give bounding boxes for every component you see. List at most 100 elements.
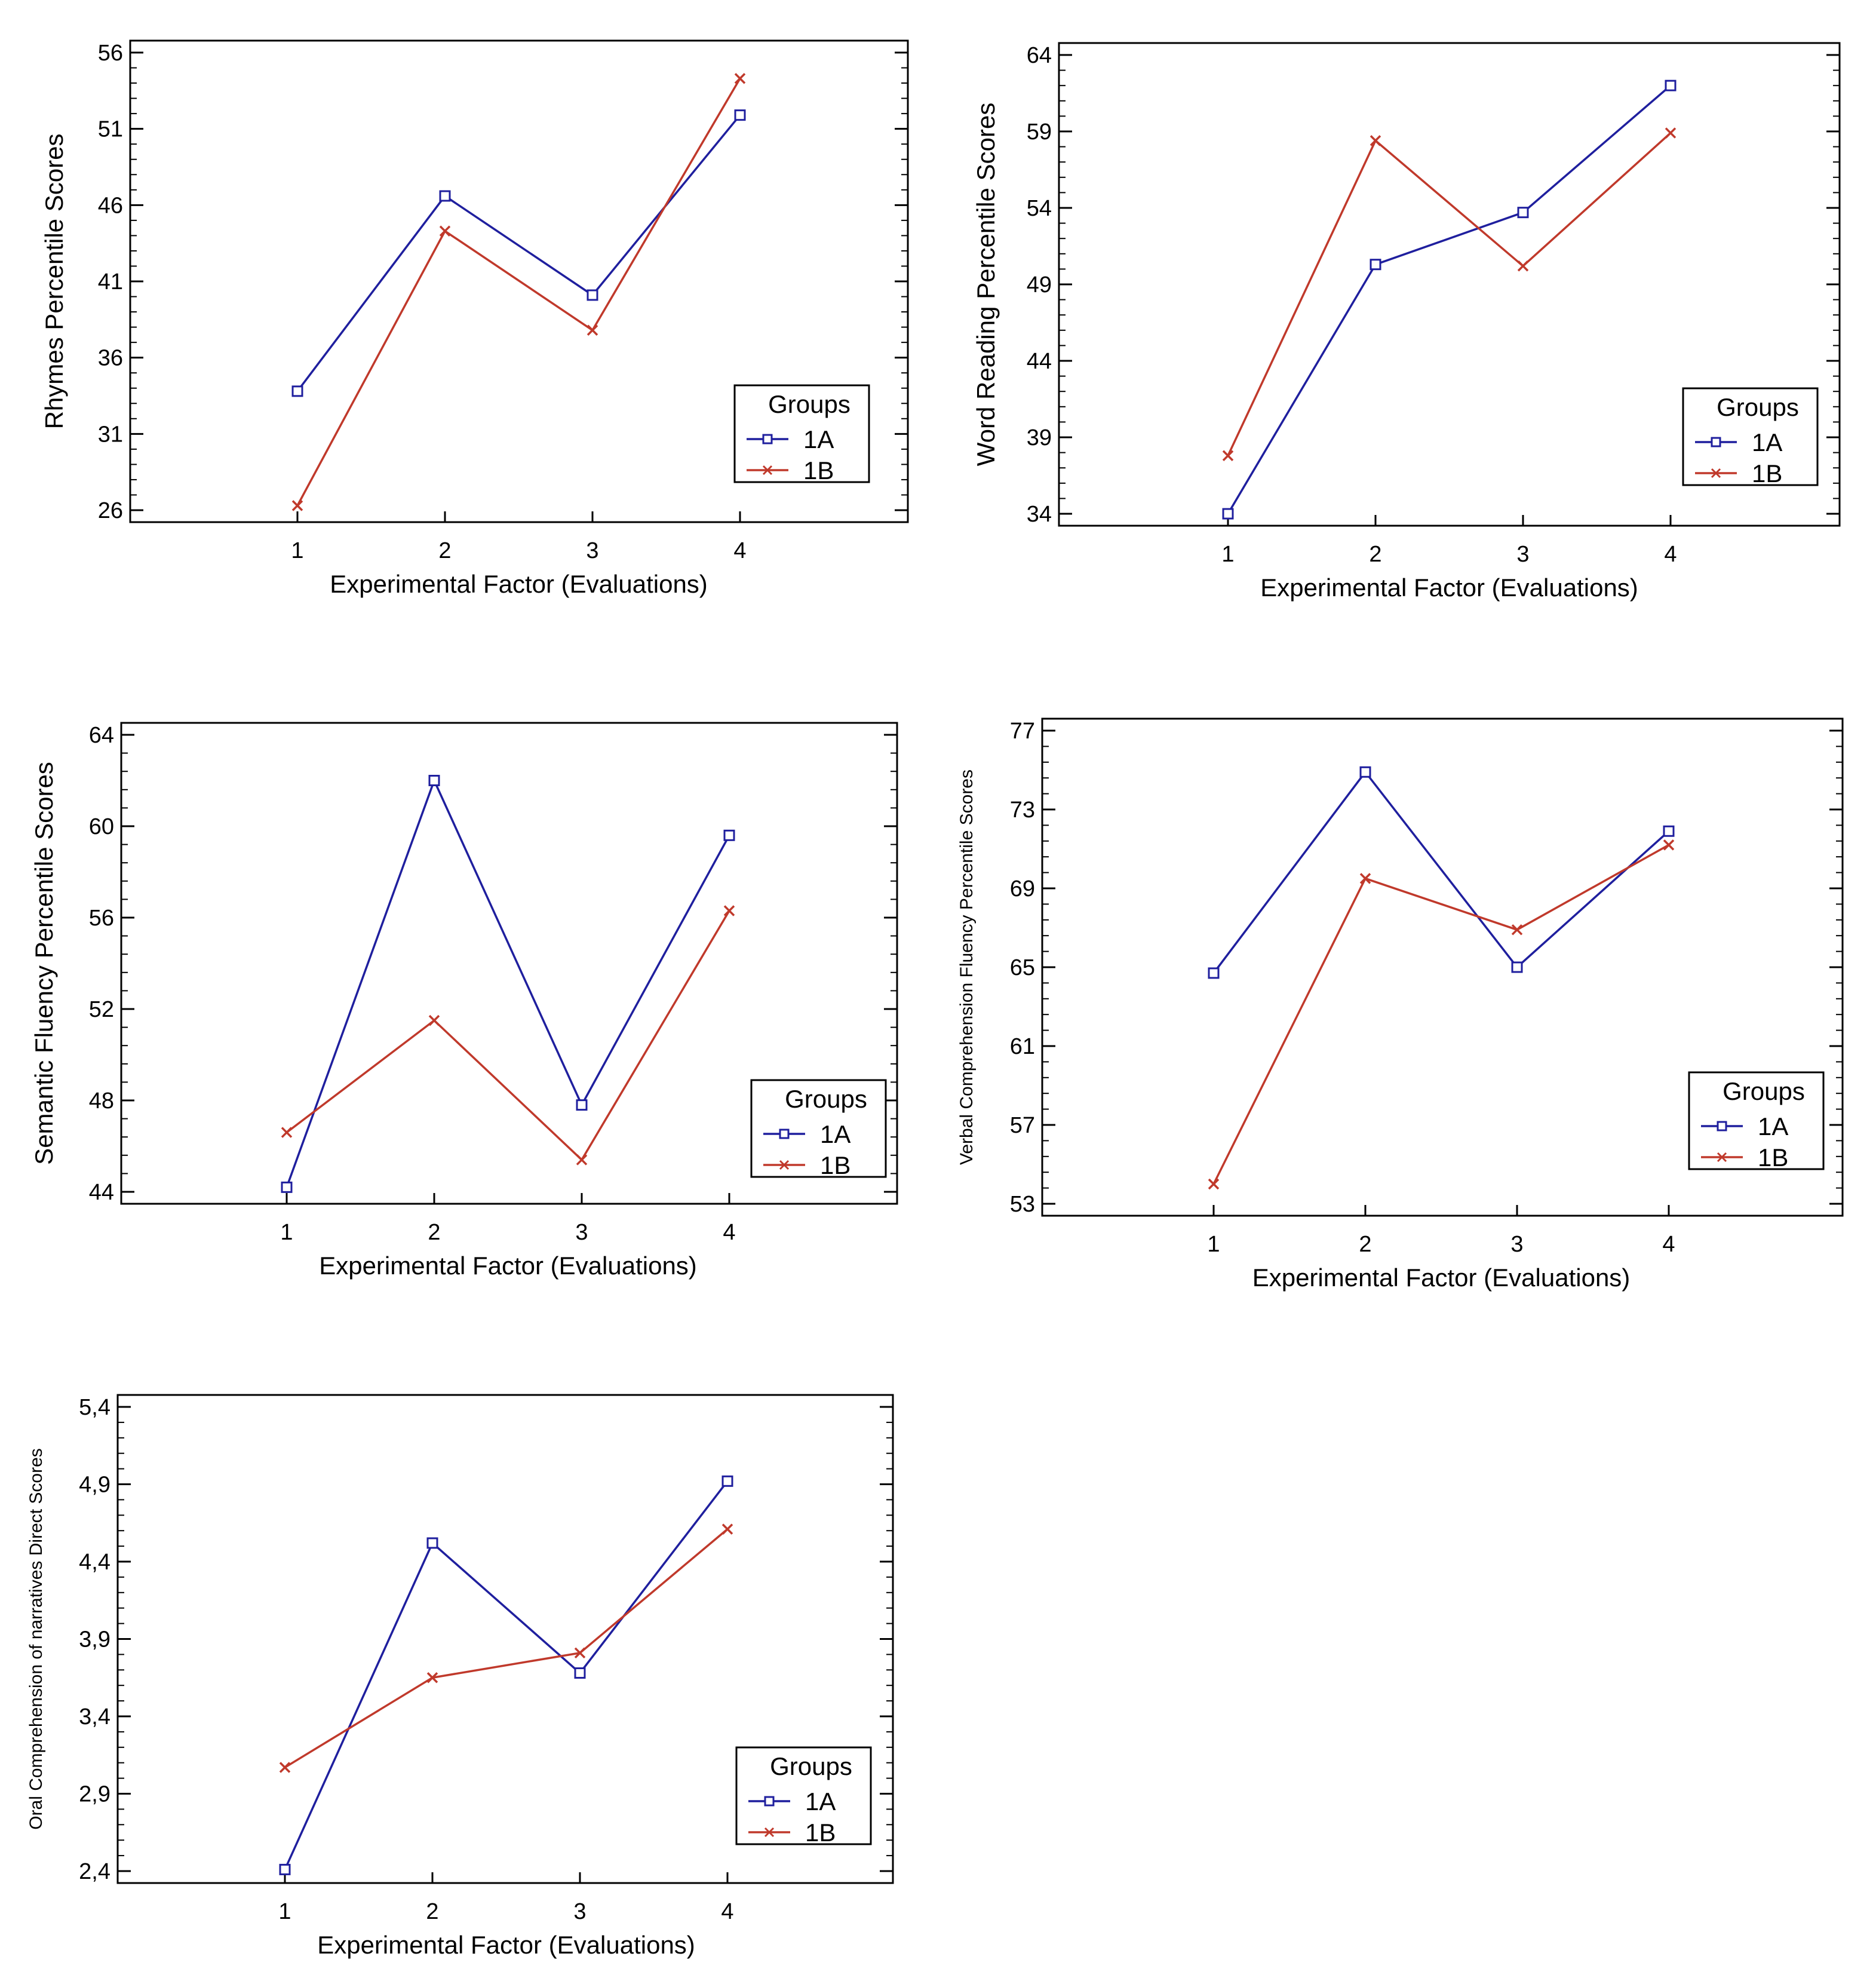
series-1b: [291, 73, 746, 511]
y-tick-label: 61: [1010, 1034, 1035, 1059]
y-tick-label: 44: [1027, 349, 1052, 374]
legend-entry-1b: 1B: [747, 456, 834, 484]
y-axis-label: Oral Comprehension of narratives Direct …: [26, 1448, 46, 1830]
data-point-x: [734, 73, 746, 84]
data-point-square: [1665, 79, 1677, 91]
data-point-square: [574, 1667, 586, 1679]
legend: Groups 1A 1B: [735, 1746, 872, 1847]
legend-entry-1a: 1A: [1695, 428, 1782, 456]
x-axis-label: Experimental Factor (Evaluations): [317, 1931, 695, 1959]
legend-title: Groups: [1717, 393, 1799, 421]
legend-label: 1B: [803, 456, 834, 484]
data-point-x: [1208, 1178, 1220, 1190]
y-tick-label: 44: [89, 1180, 114, 1205]
data-point-x: [279, 1762, 291, 1773]
x-tick-label: 1: [280, 1220, 293, 1245]
x-tick-label: 3: [586, 538, 598, 563]
data-point-x: [1511, 924, 1523, 936]
legend-marker-square: [1717, 1121, 1727, 1131]
y-axis-label: Semantic Fluency Percentile Scores: [30, 762, 58, 1165]
legend-entry-1a: 1A: [748, 1787, 836, 1816]
x-tick-label: 2: [1359, 1232, 1371, 1257]
x-axis-label: Experimental Factor (Evaluations): [1252, 1264, 1631, 1292]
y-tick-label: 59: [1027, 119, 1052, 145]
legend: Groups 1A 1B: [750, 1079, 887, 1179]
x-tick-label: 3: [1510, 1232, 1523, 1257]
x-tick-label: 4: [723, 1220, 735, 1245]
data-point-x-stroke: [1665, 127, 1677, 139]
data-point-x: [1517, 260, 1529, 272]
series-line-1b: [1227, 132, 1672, 456]
y-tick-label: 69: [1010, 876, 1035, 901]
y-tick-label: 51: [98, 117, 123, 142]
data-point-x: [574, 1647, 586, 1659]
y-tick-label: 4,9: [79, 1473, 110, 1498]
x-tick-label: 3: [573, 1899, 586, 1924]
legend-marker-square: [762, 434, 773, 444]
y-tick-label: 5,4: [79, 1395, 110, 1420]
data-point-square: [1222, 508, 1234, 520]
legend: Groups 1A 1B: [1682, 387, 1819, 487]
x-tick-label: 2: [1369, 542, 1381, 567]
legend-label: 1A: [1758, 1112, 1788, 1140]
series-1b: [1222, 127, 1677, 461]
legend-title: Groups: [785, 1085, 867, 1113]
data-point-x: [291, 500, 303, 511]
legend-title: Groups: [1723, 1077, 1805, 1105]
legend-marker-square: [764, 1796, 775, 1807]
data-point-x-stroke: [279, 1762, 291, 1773]
data-point-x: [721, 1523, 733, 1535]
data-point-x-stroke: [721, 1523, 733, 1535]
data-point-x-stroke: [1370, 135, 1381, 146]
x-tick-label: 1: [1221, 542, 1234, 567]
y-tick-label: 60: [89, 814, 114, 839]
data-point-x-stroke: [587, 324, 598, 336]
x-axis-label: Experimental Factor (Evaluations): [330, 570, 708, 598]
data-point-x-stroke: [574, 1647, 586, 1659]
y-tick-label: 65: [1010, 955, 1035, 980]
legend-label: 1A: [803, 425, 834, 453]
y-axis-label: Word Reading Percentile Scores: [972, 103, 1000, 467]
data-point-square: [721, 1475, 733, 1487]
data-point-x-stroke: [1208, 1178, 1220, 1190]
x-tick-label: 1: [1207, 1232, 1220, 1257]
legend-entry-1b: 1B: [1695, 459, 1782, 487]
data-point-x: [426, 1672, 438, 1683]
data-point-x-stroke: [734, 73, 746, 84]
data-point-x-stroke: [1359, 873, 1371, 884]
data-point-square: [439, 190, 451, 202]
x-tick-label: 2: [426, 1899, 438, 1924]
chart-3: 44 48 52 56 60 64 1 2 3 4 Experimental Factor (Eva…: [30, 722, 898, 1280]
data-point-x-stroke: [723, 905, 735, 916]
series-1a: [279, 1475, 733, 1875]
data-point-x-stroke: [428, 1014, 440, 1026]
y-tick-label: 2,9: [79, 1782, 110, 1807]
legend-label: 1B: [805, 1819, 836, 1847]
legend-title: Groups: [768, 390, 851, 418]
series-line-1a: [1227, 84, 1672, 514]
data-point-x-stroke: [426, 1672, 438, 1683]
legend-entry-1a: 1A: [763, 1120, 851, 1148]
chart-4: 53 57 61 65 69 73 77 1 2 3 4 Experimental Factor (E…: [957, 717, 1844, 1292]
y-tick-label: 4,4: [79, 1550, 110, 1575]
series-line-1a: [284, 1480, 729, 1870]
y-tick-label: 41: [98, 269, 123, 295]
data-point-square: [587, 289, 598, 301]
legend-entry-1b: 1B: [763, 1151, 851, 1179]
data-point-square: [1370, 259, 1381, 271]
legend-label: 1B: [1752, 459, 1782, 487]
series-line-1a: [285, 777, 730, 1188]
legend-label: 1A: [805, 1787, 836, 1816]
data-point-square: [279, 1863, 291, 1875]
data-point-square: [576, 1099, 588, 1111]
y-tick-label: 2,4: [79, 1859, 110, 1884]
legend-marker-x: [762, 465, 773, 476]
data-point-x: [428, 1014, 440, 1026]
data-point-x-stroke: [281, 1127, 293, 1138]
x-tick-label: 1: [278, 1899, 291, 1924]
data-point-square: [1359, 766, 1371, 778]
y-axis-label: Verbal Comprehension Fluency Percentile …: [957, 769, 977, 1165]
legend-box: [1688, 1071, 1825, 1170]
x-tick-label: 1: [291, 538, 303, 563]
x-tick-label: 4: [721, 1899, 733, 1924]
